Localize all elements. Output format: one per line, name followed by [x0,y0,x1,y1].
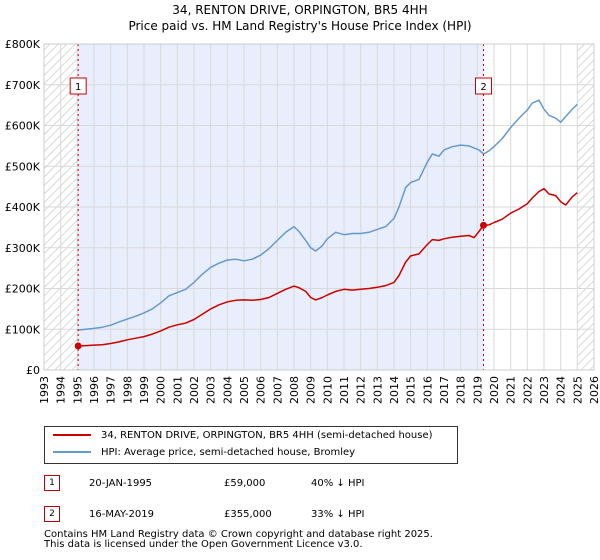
x-tick-label: 2024 [555,376,568,404]
x-tick-label: 2005 [238,376,251,404]
x-tick-label: 2015 [405,376,418,404]
sale-marker-box: 2 [475,77,492,95]
x-tick-label: 1999 [138,376,151,404]
legend-swatch-hpi [53,451,91,453]
x-tick-label: 2010 [321,376,334,404]
x-tick-label: 2001 [171,376,184,404]
x-tick-label: 2012 [355,376,368,404]
sale-price: £59,000 [224,478,266,489]
sale-marker-box: 1 [69,77,87,95]
legend: 34, RENTON DRIVE, ORPINGTON, BR5 4HH (se… [44,426,458,464]
sale-marker-badge: 1 [44,475,60,491]
sale-hpi-delta: 33% ↓ HPI [311,509,365,520]
legend-item-hpi: HPI: Average price, semi-detached house,… [53,445,355,461]
y-tick-label: £100K [5,323,41,336]
x-tick-label: 1993 [38,376,51,404]
y-tick-label: £0 [26,364,40,377]
y-tick-label: £300K [5,242,41,255]
x-tick-label: 2026 [588,376,600,404]
plot-border [43,43,595,371]
x-tick-label: 2016 [421,376,434,404]
y-tick-label: £600K [5,120,41,133]
x-tick-label: 1995 [71,376,84,404]
x-tick-label: 1996 [88,376,101,404]
sale-point [74,342,82,350]
sale-marker-frame [475,77,492,95]
sale-marker-badge: 2 [44,506,60,522]
footer: Contains HM Land Registry data © Crown c… [44,530,433,550]
sale-hpi-delta: 40% ↓ HPI [311,478,365,489]
sale-marker-frame [69,77,87,95]
x-tick-label: 2007 [271,376,284,404]
footer-line-1: Contains HM Land Registry data © Crown c… [44,529,433,540]
x-tick-label: 2009 [305,376,318,404]
y-tick-label: £800K [5,38,41,51]
x-tick-label: 2025 [571,376,584,404]
x-tick-label: 2008 [288,376,301,404]
x-tick-label: 2017 [438,376,451,404]
y-tick-label: £400K [5,201,41,214]
x-tick-label: 1997 [105,376,118,404]
sale-date: 16-MAY-2019 [89,509,155,520]
legend-swatch-property [53,434,91,436]
x-tick-label: 2022 [521,376,534,404]
x-tick-label: 2023 [538,376,551,404]
x-tick-label: 2019 [471,376,484,404]
y-tick-label: £500K [5,160,41,173]
x-tick-label: 2003 [205,376,218,404]
sale-point [480,221,487,229]
x-tick-label: 2006 [255,376,268,404]
x-tick-label: 2000 [155,376,168,404]
x-tick-label: 2004 [221,376,234,404]
legend-label-property: 34, RENTON DRIVE, ORPINGTON, BR5 4HH (se… [101,430,433,441]
x-tick-label: 2011 [338,376,351,404]
sale-marker-label: 2 [480,82,486,93]
y-tick-label: £200K [5,283,41,296]
series-line [78,99,578,331]
legend-label-hpi: HPI: Average price, semi-detached house,… [101,447,356,458]
sale-price: £355,000 [224,509,272,520]
x-tick-label: 2021 [505,376,518,404]
x-tick-label: 2002 [188,376,201,404]
legend-item-property: 34, RENTON DRIVE, ORPINGTON, BR5 4HH (se… [53,428,433,444]
x-tick-label: 2013 [371,376,384,404]
chart-title: 34, RENTON DRIVE, ORPINGTON, BR5 4HH [172,3,427,17]
footer-line-2: This data is licensed under the Open Gov… [44,539,363,550]
chart-subtitle: Price paid vs. HM Land Registry's House … [128,19,471,33]
series-line [78,187,578,347]
x-tick-label: 1998 [121,376,134,404]
x-tick-label: 2018 [455,376,468,404]
sale-marker-label: 1 [75,82,81,93]
y-tick-label: £700K [5,79,41,92]
sale-date: 20-JAN-1995 [89,478,153,489]
x-tick-label: 2020 [488,376,501,404]
x-tick-label: 2014 [388,376,401,404]
x-tick-label: 1994 [55,376,68,404]
